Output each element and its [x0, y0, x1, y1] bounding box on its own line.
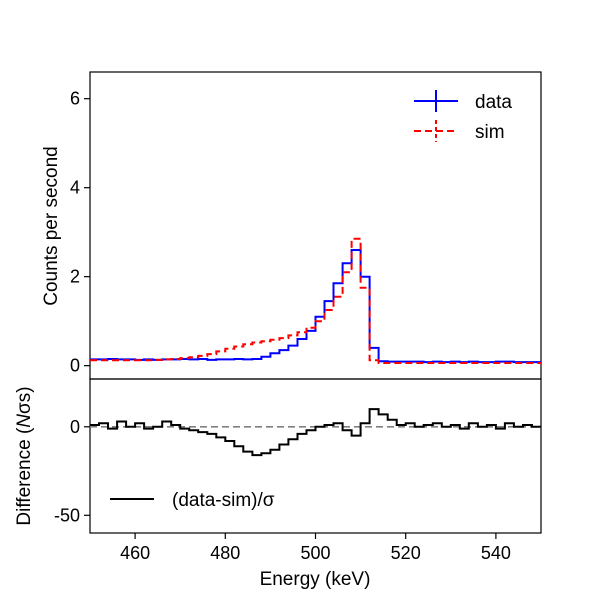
bottom-legend: (data-sim)/σ	[110, 490, 275, 511]
series-difference	[90, 408, 541, 457]
ylabel-bottom-pre: Difference (	[14, 427, 35, 526]
bottom-x-ticks: 460 480 500 520 540	[120, 533, 511, 563]
x-tick-label-1: 480	[210, 543, 240, 563]
series-data	[90, 249, 541, 364]
bottom-y-ticks: 0 -50	[54, 417, 90, 525]
legend-data-label: data	[475, 92, 512, 113]
top-series-layer	[90, 237, 541, 364]
top-legend: data sim	[414, 90, 512, 143]
legend-sim-label: sim	[475, 122, 505, 143]
top-y-tick-label-2: 4	[70, 178, 80, 198]
ylabel-bottom-n: N	[14, 414, 35, 428]
bottom-y-tick-label-1: -50	[54, 505, 80, 525]
top-y-tick-label-1: 2	[70, 267, 80, 287]
top-y-ticks: 0 2 4 6	[70, 89, 90, 376]
bottom-y-tick-label-0: 0	[70, 417, 80, 437]
bottom-series-layer	[90, 408, 541, 457]
top-plot-frame	[89, 71, 542, 380]
top-y-tick-label-0: 0	[70, 356, 80, 376]
ylabel-bottom-sigma: σs)	[14, 386, 35, 414]
bottom-y-axis-label: Difference (Nσs)	[14, 386, 35, 525]
top-panel: 0 2 4 6 data sim Counts per second	[41, 71, 542, 380]
legend-diff-label: (data-sim)/σ	[172, 490, 275, 511]
x-tick-label-4: 540	[481, 543, 511, 563]
bottom-panel: 0 -50 460 480 500 520 540 (data-sim)/σ Differ…	[14, 378, 542, 590]
top-y-tick-label-3: 6	[70, 89, 80, 109]
bottom-plot-frame	[89, 378, 542, 534]
top-y-axis-label: Counts per second	[41, 146, 62, 306]
x-tick-label-3: 520	[391, 543, 421, 563]
x-tick-label-0: 460	[120, 543, 150, 563]
x-axis-label: Energy (keV)	[260, 569, 371, 590]
x-tick-label-2: 500	[300, 543, 330, 563]
series-sim	[90, 237, 541, 364]
